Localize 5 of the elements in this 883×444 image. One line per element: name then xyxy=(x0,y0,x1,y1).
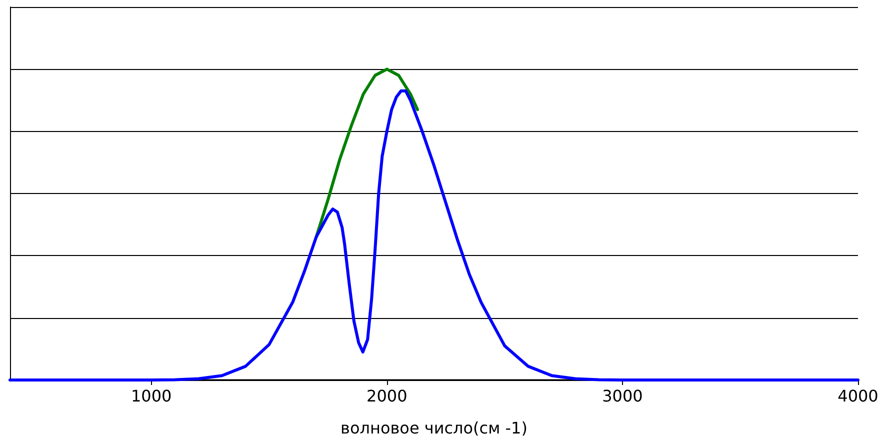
x-tick-label: 4000 xyxy=(838,386,878,406)
x-tick-label: 1000 xyxy=(130,386,172,406)
x-axis-title: волновое число(см -1) xyxy=(340,418,528,438)
x-tick-label: 2000 xyxy=(366,386,408,406)
x-tick-label: 3000 xyxy=(602,386,643,406)
